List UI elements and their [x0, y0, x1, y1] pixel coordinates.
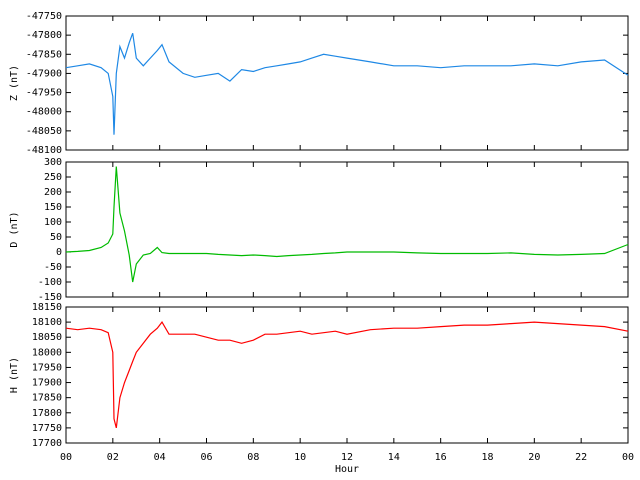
y-tick-label: 17700	[32, 438, 62, 449]
y-axis-label: D (nT)	[9, 211, 20, 247]
y-tick-label: -48100	[26, 145, 62, 156]
y-tick-label: 17950	[32, 362, 62, 373]
y-tick-label: 200	[44, 187, 62, 198]
data-line	[65, 166, 629, 283]
x-tick-label: 00	[60, 452, 72, 463]
y-axis-label: H (nT)	[9, 357, 20, 393]
y-tick-label: 17900	[32, 378, 62, 389]
y-tick-label: 150	[44, 202, 62, 213]
y-tick-label: 18150	[32, 302, 62, 313]
y-tick-label: -50	[44, 262, 62, 273]
y-tick-label: 100	[44, 217, 62, 228]
x-tick-label: 12	[341, 452, 353, 463]
x-axis-label: Hour	[335, 464, 359, 475]
y-tick-label: -47850	[26, 49, 62, 60]
y-tick-label: -47900	[26, 68, 62, 79]
y-tick-label: -48000	[26, 107, 62, 118]
data-line	[65, 321, 629, 429]
y-tick-label: -47800	[26, 30, 62, 41]
y-tick-label: -47950	[26, 88, 62, 99]
y-axis-label: Z (nT)	[9, 65, 20, 101]
y-tick-label: -47750	[26, 11, 62, 22]
x-tick-label: 20	[528, 452, 540, 463]
y-tick-label: 18100	[32, 317, 62, 328]
x-tick-label: 14	[388, 452, 400, 463]
y-tick-label: 18050	[32, 332, 62, 343]
x-tick-label: 18	[481, 452, 493, 463]
x-tick-label: 22	[575, 452, 587, 463]
y-tick-label: 50	[50, 232, 62, 243]
x-tick-label: 00	[622, 452, 634, 463]
y-tick-label: 250	[44, 172, 62, 183]
plot-frame	[65, 161, 629, 298]
y-tick-label: -48050	[26, 126, 62, 137]
x-tick-label: 10	[294, 452, 306, 463]
y-tick-label: 300	[44, 157, 62, 168]
y-tick-label: -150	[38, 292, 62, 303]
y-tick-label: -100	[38, 277, 62, 288]
plot-frame	[65, 306, 629, 444]
data-line	[65, 32, 629, 135]
y-tick-label: 17850	[32, 393, 62, 404]
y-tick-label: 0	[56, 247, 62, 258]
y-tick-label: 18000	[32, 347, 62, 358]
x-tick-label: 04	[154, 452, 166, 463]
plot-frame	[65, 15, 629, 151]
x-tick-label: 08	[247, 452, 259, 463]
x-tick-label: 02	[107, 452, 119, 463]
x-tick-label: 16	[435, 452, 447, 463]
x-tick-label: 06	[200, 452, 212, 463]
y-tick-label: 17800	[32, 408, 62, 419]
y-tick-label: 17750	[32, 423, 62, 434]
